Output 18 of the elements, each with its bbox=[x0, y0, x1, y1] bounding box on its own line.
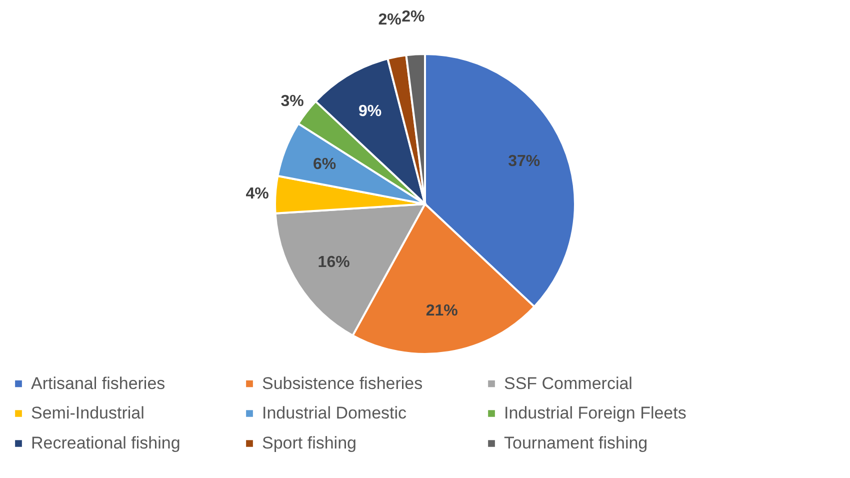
legend-label: Industrial Domestic bbox=[262, 404, 408, 422]
legend-label: Artisanal fisheries bbox=[31, 374, 166, 393]
legend-label: Semi-Industrial bbox=[31, 404, 144, 422]
data-label: 3% bbox=[280, 93, 304, 110]
data-label: 2% bbox=[378, 11, 402, 28]
legend-label: Sport fishing bbox=[262, 434, 356, 452]
data-label: 37% bbox=[508, 153, 540, 170]
legend-label: Recreational fishing bbox=[31, 434, 180, 452]
data-label: 16% bbox=[318, 254, 350, 271]
data-label: 2% bbox=[402, 8, 425, 26]
legend-label: Tournament fishing bbox=[504, 434, 648, 452]
legend-label: Subsistence fisheries bbox=[262, 374, 423, 393]
data-label: 6% bbox=[313, 156, 336, 174]
legend-label: SSF Commercial bbox=[504, 374, 632, 393]
data-label: 21% bbox=[426, 302, 458, 320]
data-label: 9% bbox=[358, 103, 382, 120]
legend-label: Industrial Foreign Fleets bbox=[504, 404, 686, 422]
data-label: 4% bbox=[246, 185, 269, 202]
